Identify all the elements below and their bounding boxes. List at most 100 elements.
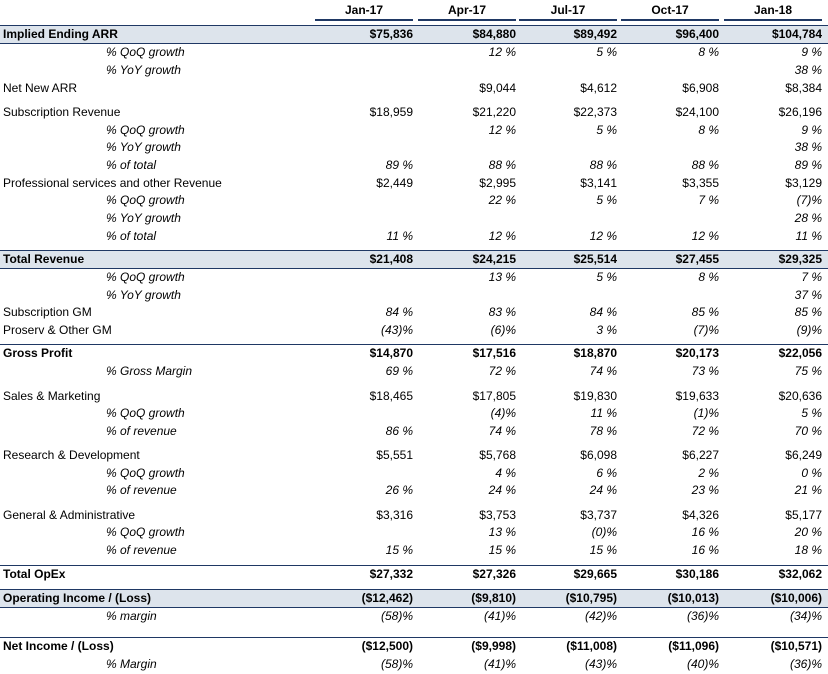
cell-value: 84 % bbox=[385, 305, 413, 319]
cell-value: $8,384 bbox=[785, 81, 822, 95]
cell-value: (41)% bbox=[483, 657, 516, 671]
row-label: General & Administrative bbox=[3, 508, 136, 522]
cell-value: 72 % bbox=[488, 364, 516, 378]
cell-value: ($10,006) bbox=[770, 591, 822, 605]
cell-value: $27,455 bbox=[675, 252, 719, 266]
cell-value: $21,220 bbox=[472, 105, 516, 119]
cell-value: ($12,500) bbox=[361, 639, 413, 653]
cell-value: 88 % bbox=[691, 158, 719, 172]
cell-value: ($11,096) bbox=[668, 639, 719, 653]
cell-value: 12 % bbox=[691, 229, 719, 243]
row-label: Sales & Marketing bbox=[3, 389, 101, 403]
cell-value: 28 % bbox=[794, 211, 822, 225]
cell-value: 0 % bbox=[801, 466, 822, 480]
cell-value: $24,215 bbox=[472, 252, 516, 266]
cell-value: 38 % bbox=[794, 140, 822, 154]
cell-value: 8 % bbox=[698, 123, 719, 137]
cell-value: $32,062 bbox=[778, 567, 822, 581]
cell-value: 26 % bbox=[385, 483, 413, 497]
cell-value: (9)% bbox=[796, 323, 822, 337]
cell-value: $9,044 bbox=[479, 81, 516, 95]
cell-value: $4,326 bbox=[682, 508, 719, 522]
cell-value: (36)% bbox=[789, 657, 822, 671]
cell-value: 5 % bbox=[801, 406, 822, 420]
row-highlight bbox=[0, 250, 828, 269]
cell-value: 85 % bbox=[794, 305, 822, 319]
cell-value: $14,870 bbox=[369, 346, 413, 360]
row-label: Implied Ending ARR bbox=[3, 27, 118, 41]
cell-value: 5 % bbox=[596, 123, 617, 137]
cell-value: ($9,810) bbox=[471, 591, 516, 605]
cell-value: $17,516 bbox=[472, 346, 516, 360]
cell-value: $104,784 bbox=[771, 27, 822, 41]
cell-value: $84,880 bbox=[472, 27, 516, 41]
cell-value: 11 % bbox=[386, 229, 413, 243]
cell-value: 12 % bbox=[589, 229, 617, 243]
cell-value: 88 % bbox=[589, 158, 617, 172]
sub-row-label: % YoY growth bbox=[106, 63, 181, 77]
cell-value: 23 % bbox=[691, 483, 719, 497]
cell-value: 15 % bbox=[385, 543, 413, 557]
cell-value: $19,633 bbox=[675, 389, 719, 403]
cell-value: $20,636 bbox=[778, 389, 822, 403]
cell-value: $2,995 bbox=[479, 176, 516, 190]
cell-value: $6,098 bbox=[580, 448, 617, 462]
column-header: Oct-17 bbox=[651, 3, 689, 17]
cell-value: $18,870 bbox=[573, 346, 617, 360]
cell-value: 9 % bbox=[801, 45, 822, 59]
cell-value: $75,836 bbox=[369, 27, 413, 41]
cell-value: 18 % bbox=[794, 543, 822, 557]
cell-value: 86 % bbox=[385, 424, 413, 438]
cell-value: 88 % bbox=[488, 158, 516, 172]
cell-value: 72 % bbox=[691, 424, 719, 438]
cell-value: 89 % bbox=[794, 158, 822, 172]
row-rule bbox=[0, 637, 828, 638]
column-header: Jul-17 bbox=[550, 3, 586, 17]
cell-value: $6,227 bbox=[682, 448, 719, 462]
cell-value: $2,449 bbox=[376, 176, 413, 190]
row-label: Total OpEx bbox=[3, 567, 66, 581]
cell-value: 69 % bbox=[385, 364, 413, 378]
sub-row-label: % of revenue bbox=[106, 543, 177, 557]
cell-value: 20 % bbox=[794, 525, 822, 539]
cell-value: $3,753 bbox=[479, 508, 516, 522]
cell-value: 83 % bbox=[488, 305, 516, 319]
cell-value: 37 % bbox=[794, 288, 822, 302]
sub-row-label: % YoY growth bbox=[106, 211, 181, 225]
cell-value: $18,959 bbox=[369, 105, 413, 119]
column-header: Jan-18 bbox=[753, 3, 793, 17]
cell-value: 13 % bbox=[488, 525, 516, 539]
row-highlight bbox=[0, 25, 828, 44]
cell-value: (34)% bbox=[789, 609, 822, 623]
cell-value: $18,465 bbox=[369, 389, 413, 403]
cell-value: (43)% bbox=[380, 323, 413, 337]
cell-value: ($12,462) bbox=[361, 591, 413, 605]
cell-value: 15 % bbox=[488, 543, 516, 557]
cell-value: 74 % bbox=[589, 364, 617, 378]
cell-value: 89 % bbox=[385, 158, 413, 172]
sub-row-label: % QoQ growth bbox=[106, 270, 185, 284]
cell-value: 2 % bbox=[698, 466, 719, 480]
sub-row-label: % Gross Margin bbox=[106, 364, 193, 378]
cell-value: (0)% bbox=[591, 525, 617, 539]
cell-value: 8 % bbox=[698, 270, 719, 284]
cell-value: 22 % bbox=[488, 193, 516, 207]
row-highlight bbox=[0, 589, 828, 608]
cell-value: ($11,008) bbox=[566, 639, 617, 653]
cell-value: (4)% bbox=[490, 406, 516, 420]
cell-value: 13 % bbox=[488, 270, 516, 284]
cell-value: 5 % bbox=[596, 270, 617, 284]
cell-value: ($9,998) bbox=[471, 639, 516, 653]
cell-value: $3,355 bbox=[682, 176, 719, 190]
cell-value: 7 % bbox=[801, 270, 822, 284]
cell-value: 85 % bbox=[691, 305, 719, 319]
cell-value: (36)% bbox=[686, 609, 719, 623]
cell-value: $96,400 bbox=[675, 27, 719, 41]
cell-value: $27,326 bbox=[472, 567, 516, 581]
cell-value: $19,830 bbox=[573, 389, 617, 403]
cell-value: 11 % bbox=[590, 406, 617, 420]
row-label: Net New ARR bbox=[3, 81, 78, 95]
cell-value: $30,186 bbox=[675, 567, 719, 581]
cell-value: 7 % bbox=[698, 193, 719, 207]
